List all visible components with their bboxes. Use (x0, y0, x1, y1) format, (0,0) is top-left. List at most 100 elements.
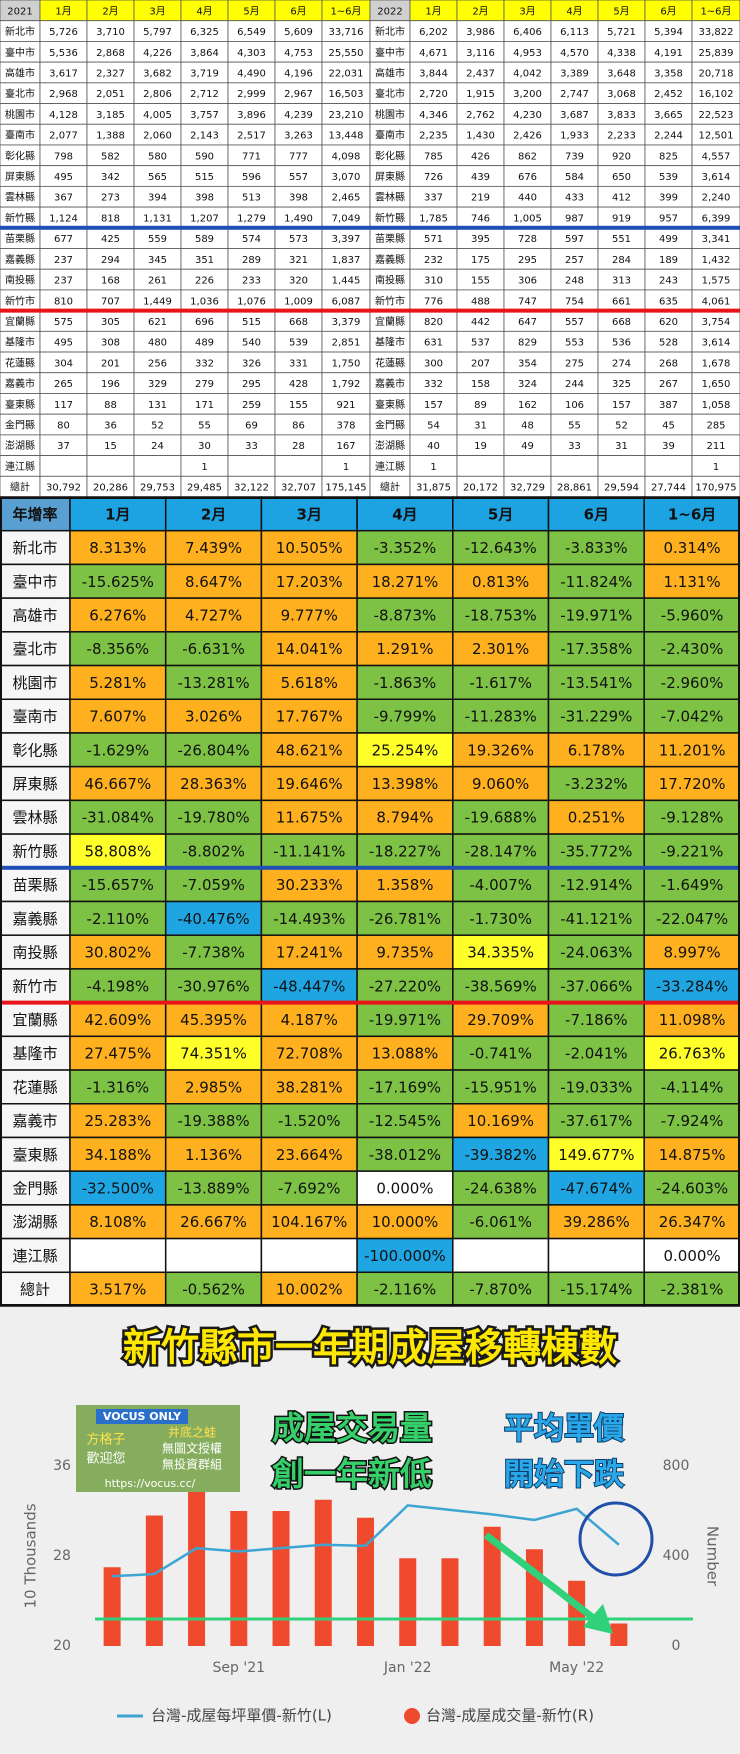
table-cell: 45 (662, 421, 675, 432)
table-cell: 25.283% (84, 1112, 151, 1130)
table-cell: 440 (518, 193, 537, 204)
table-cell: 1,388 (96, 131, 125, 142)
table-cell: -24.603% (656, 1180, 728, 1198)
table-cell: 540 (242, 338, 261, 349)
table-cell: 30.233% (276, 876, 343, 894)
table-cell: 72.708% (276, 1045, 343, 1063)
table-header: 2月 (201, 505, 226, 523)
x-tick-label: Sep '21 (213, 1660, 266, 1676)
watermark-text: 歡迎您 (86, 1451, 125, 1467)
table-cell: 嘉義市 (12, 1112, 57, 1130)
table-cell: 289 (242, 255, 261, 266)
table-cell: -0.741% (469, 1045, 532, 1063)
table-cell: 620 (659, 317, 678, 328)
table-cell: 19 (474, 441, 487, 452)
table-cell: 14.875% (659, 1146, 726, 1164)
bar (188, 1488, 206, 1646)
table-cell: 489 (195, 338, 214, 349)
table-cell: 162 (518, 400, 537, 411)
y2-axis-label: Number (704, 1526, 722, 1587)
table-cell: 268 (659, 358, 678, 369)
table-cell: 106 (565, 400, 584, 411)
table-cell: -26.781% (369, 910, 441, 928)
table-cell-bg (0, 799, 71, 835)
table-cell-bg (547, 529, 645, 566)
table-cell: 7.607% (89, 708, 146, 726)
table-header: 1~6月 (700, 5, 731, 17)
annotation-circle (578, 1501, 654, 1577)
table-cell: 高雄市 (5, 66, 35, 79)
table-cell: 桃園市 (12, 674, 57, 692)
table-cell: 584 (565, 172, 584, 183)
table-cell: 30,792 (46, 483, 81, 494)
table-cell: 5,609 (284, 27, 313, 38)
table-cell: 2,762 (466, 110, 495, 121)
table-cell-bg (86, 455, 135, 477)
table-cell: 131 (148, 400, 167, 411)
table-cell-bg (69, 529, 167, 566)
table-cell: 2,077 (49, 131, 78, 142)
table-cell: 嘉義市 (5, 377, 35, 390)
table-cell: 285 (706, 421, 725, 432)
table-cell: 19.646% (276, 775, 343, 793)
table-cell-bg (547, 563, 645, 599)
table-cell: 329 (148, 379, 167, 390)
table-cell: 551 (612, 234, 631, 245)
table-cell: -28.147% (465, 842, 537, 860)
table-cell: 33 (245, 441, 258, 452)
table-cell-bg (643, 934, 740, 970)
table-cell: -14.493% (273, 910, 345, 928)
table-cell: 3,864 (190, 48, 219, 59)
table-cell: 167 (336, 441, 355, 452)
table-cell: 5,797 (143, 27, 172, 38)
table-cell: 臺南市 (5, 129, 35, 142)
table-cell: 新竹市 (5, 294, 35, 307)
table-cell: 237 (54, 276, 73, 287)
table-cell: 29.709% (467, 1011, 534, 1029)
table-cell: 175,145 (325, 483, 366, 494)
table-cell: 1,750 (332, 358, 361, 369)
table-cell: 80 (57, 421, 70, 432)
table-cell-bg (356, 1001, 454, 1038)
table-cell: 4,671 (419, 48, 448, 59)
table-cell: 2,720 (419, 89, 448, 100)
table-cell-bg (547, 867, 645, 903)
table-cell-bg (643, 1136, 740, 1172)
table-cell: -41.121% (560, 910, 632, 928)
table-cell: 3,379 (332, 317, 361, 328)
table-cell: 6,549 (237, 27, 266, 38)
table-cell: 265 (54, 379, 73, 390)
table-cell: 32,122 (234, 483, 269, 494)
table-cell-bg (356, 1237, 454, 1274)
table-cell: 11.098% (659, 1011, 726, 1029)
table-cell: 46.667% (84, 775, 151, 793)
table-cell: 38.281% (276, 1078, 343, 1096)
table-cell: 4,953 (513, 48, 542, 59)
table-cell: 10.000% (372, 1213, 439, 1231)
table-cell: 332 (424, 379, 443, 390)
table-cell: 495 (54, 172, 73, 183)
table-cell: 3.517% (89, 1281, 146, 1299)
table-cell-bg (356, 968, 454, 1004)
watermark: VOCUS ONLY 方格子 歡迎您 井底之蛙 無圖文授權 無投資群組 http… (76, 1405, 240, 1492)
table-cell: 金門縣 (12, 1180, 57, 1198)
table-cell: 1,490 (284, 213, 313, 224)
table-cell-bg (356, 1069, 454, 1105)
table-cell: 40 (427, 441, 440, 452)
table-cell: 621 (148, 317, 167, 328)
table-cell: 295 (242, 379, 261, 390)
bar (483, 1526, 501, 1646)
table-cell: 31,875 (416, 483, 451, 494)
table-cell: 28,861 (557, 483, 592, 494)
table-cell: -2.041% (565, 1045, 628, 1063)
table-cell: 3,844 (419, 68, 448, 79)
table-cell: 宜蘭縣 (375, 315, 405, 328)
bar (103, 1567, 121, 1646)
table-cell-bg (597, 455, 646, 477)
table-cell: 345 (148, 255, 167, 266)
table-cell: 590 (195, 151, 214, 162)
table-cell: 嘉義縣 (12, 910, 57, 928)
table-cell: 862 (518, 151, 537, 162)
table-cell: -1.730% (469, 910, 532, 928)
table-cell: 747 (518, 296, 537, 307)
